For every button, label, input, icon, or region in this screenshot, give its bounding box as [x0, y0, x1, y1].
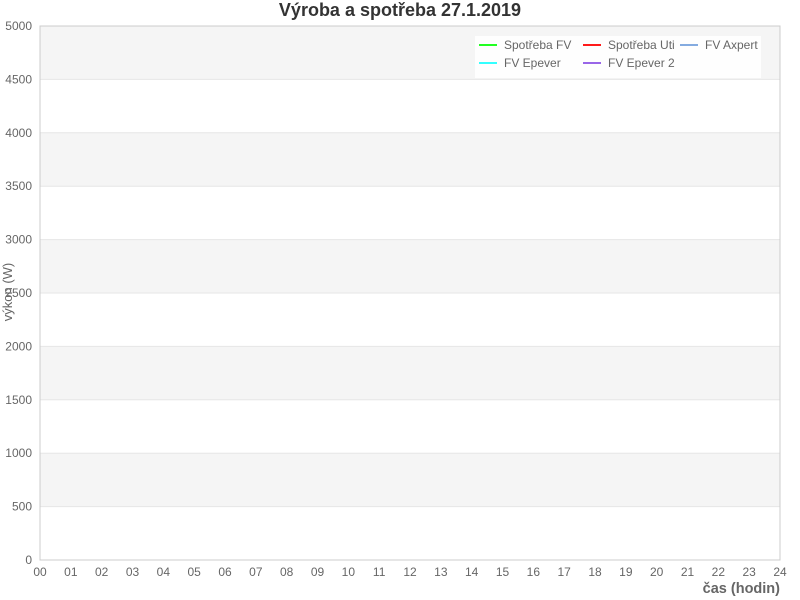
svg-text:FV Epever: FV Epever: [504, 56, 561, 70]
svg-text:1500: 1500: [5, 393, 32, 407]
svg-text:24: 24: [773, 565, 787, 579]
svg-text:04: 04: [157, 565, 171, 579]
svg-text:3500: 3500: [5, 179, 32, 193]
svg-text:11: 11: [373, 565, 386, 579]
svg-text:02: 02: [95, 565, 109, 579]
svg-text:1000: 1000: [5, 446, 32, 460]
svg-text:13: 13: [434, 565, 448, 579]
svg-text:FV Axpert: FV Axpert: [705, 38, 758, 52]
svg-text:01: 01: [64, 565, 78, 579]
svg-text:06: 06: [218, 565, 232, 579]
svg-text:17: 17: [557, 565, 571, 579]
svg-text:23: 23: [742, 565, 756, 579]
svg-text:čas (hodin): čas (hodin): [703, 581, 781, 597]
svg-text:21: 21: [681, 565, 695, 579]
svg-text:Spotřeba Uti: Spotřeba Uti: [608, 38, 675, 52]
svg-text:FV Epever 2: FV Epever 2: [608, 56, 675, 70]
svg-text:07: 07: [249, 565, 263, 579]
svg-text:18: 18: [588, 565, 602, 579]
svg-text:3000: 3000: [5, 233, 32, 247]
svg-text:2000: 2000: [5, 339, 32, 353]
svg-text:Spotřeba FV: Spotřeba FV: [504, 38, 571, 52]
svg-text:500: 500: [12, 500, 32, 514]
svg-text:12: 12: [403, 565, 417, 579]
svg-text:05: 05: [187, 565, 201, 579]
svg-text:4500: 4500: [5, 72, 32, 86]
svg-text:výkon (W): výkon (W): [0, 263, 15, 322]
svg-text:08: 08: [280, 565, 294, 579]
svg-text:16: 16: [527, 565, 541, 579]
svg-text:15: 15: [496, 565, 510, 579]
svg-text:20: 20: [650, 565, 664, 579]
svg-text:22: 22: [712, 565, 726, 579]
svg-text:19: 19: [619, 565, 633, 579]
svg-text:03: 03: [126, 565, 140, 579]
svg-text:14: 14: [465, 565, 479, 579]
svg-text:00: 00: [33, 565, 47, 579]
svg-text:09: 09: [311, 565, 325, 579]
svg-text:0: 0: [25, 553, 32, 567]
svg-text:10: 10: [342, 565, 356, 579]
svg-text:4000: 4000: [5, 126, 32, 140]
